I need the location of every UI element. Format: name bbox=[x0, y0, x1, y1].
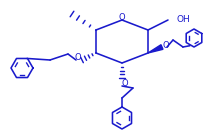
Text: O: O bbox=[122, 78, 128, 87]
Text: O: O bbox=[163, 41, 169, 50]
Polygon shape bbox=[148, 45, 163, 53]
Text: O: O bbox=[119, 13, 125, 21]
Text: O: O bbox=[75, 53, 81, 63]
Text: OH: OH bbox=[177, 16, 191, 24]
